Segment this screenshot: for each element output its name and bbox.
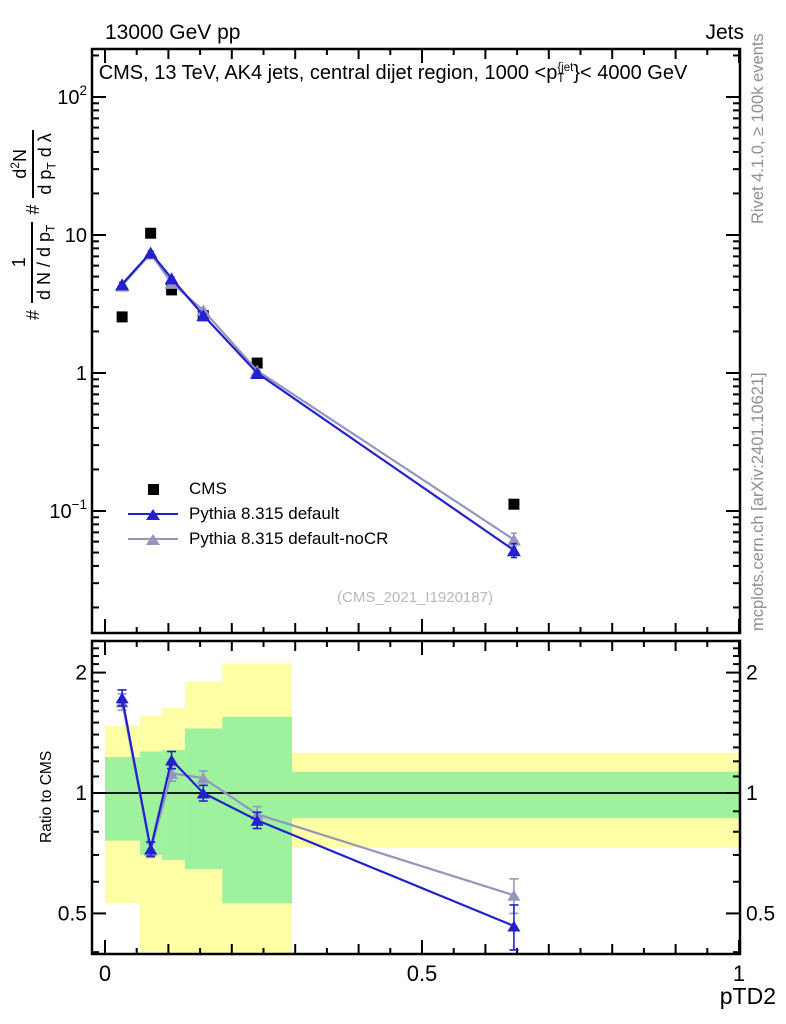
ratio-series-pythia-8-315-default — [115, 689, 521, 951]
legend-item-pythia-nocr: Pythia 8.315 default-noCR — [127, 528, 388, 550]
beam-energy-label: 13000 GeV pp — [105, 21, 241, 44]
x-tick-label: 0.5 — [407, 961, 438, 986]
ratio-uncertainty-bands — [105, 663, 739, 954]
rivet-version-label: Rivet 4.1.0, ≥ 100k events — [749, 33, 767, 224]
axis-ticks — [92, 49, 740, 954]
main-y-tick-label: 10−1 — [49, 497, 87, 523]
legend-item-cms: CMS — [127, 478, 227, 500]
data-series — [115, 227, 521, 951]
ratio-panel-frame — [90, 639, 742, 956]
main-y-tick-label: 102 — [57, 83, 87, 109]
triangle-line-icon — [127, 508, 179, 520]
ratio-y-tick-label-right: 0.5 — [746, 902, 775, 925]
ratio-y-axis-label: Ratio to CMS — [38, 750, 55, 843]
x-tick-label: 0 — [99, 961, 111, 986]
main-series-pythia-8-315-default — [115, 246, 521, 559]
x-tick-label: 1 — [733, 961, 745, 986]
legend-label: Pythia 8.315 default — [189, 504, 340, 523]
legend-item-pythia-default: Pythia 8.315 default — [127, 503, 339, 525]
ratio-y-tick-label-right: 1 — [746, 782, 758, 805]
legend-label: Pythia 8.315 default-noCR — [189, 529, 389, 548]
main-y-axis-label: #1 d N / d pT # d2N d pT d λ — [8, 130, 59, 320]
triangle-line-icon — [127, 533, 179, 545]
x-axis-label: pTD2 — [719, 983, 776, 1009]
main-y-tick-label: 1 — [76, 363, 87, 385]
ratio-y-tick-label: 2 — [75, 662, 87, 685]
main-panel-frame — [90, 47, 742, 635]
ratio-y-tick-label: 1 — [75, 782, 87, 805]
analysis-id-watermark: (CMS_2021_I1920187) — [337, 589, 493, 606]
cms-square-icon — [127, 483, 179, 495]
main-series-cms — [116, 227, 520, 510]
plot-title: CMS, 13 TeV, AK4 jets, central dijet reg… — [98, 61, 688, 85]
legend-label: CMS — [189, 479, 227, 498]
analysis-group-label: Jets — [705, 21, 744, 44]
main-y-tick-label: 10 — [65, 225, 87, 247]
ratio-y-tick-label-right: 2 — [746, 662, 758, 685]
ratio-y-tick-label: 0.5 — [58, 902, 87, 925]
